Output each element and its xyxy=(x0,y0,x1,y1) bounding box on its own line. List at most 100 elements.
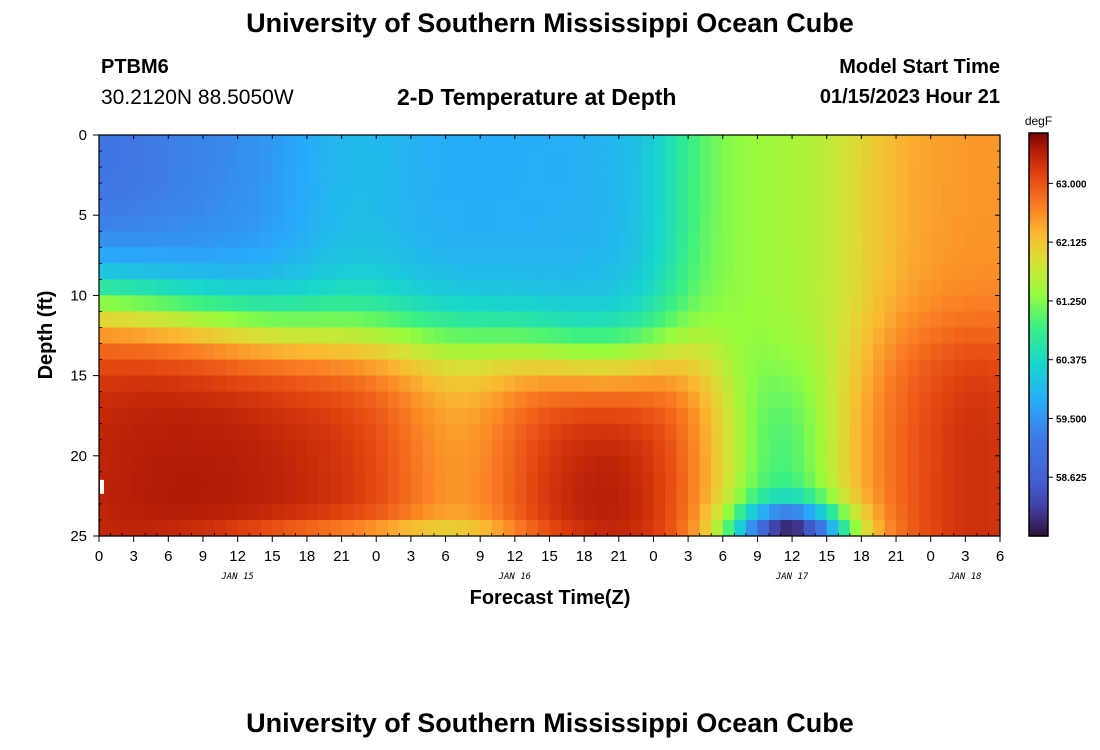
heatmap-cell xyxy=(849,247,862,264)
heatmap-cell xyxy=(306,439,320,457)
heatmap-cell xyxy=(792,519,805,537)
heatmap-cell xyxy=(387,215,400,232)
heatmap-cell xyxy=(122,439,135,457)
colorbar-segment xyxy=(1029,287,1048,292)
heatmap-cell xyxy=(618,327,631,345)
heatmap-cell xyxy=(618,471,631,489)
heatmap-cell xyxy=(803,183,816,200)
heatmap-cell xyxy=(537,471,551,489)
heatmap-cell xyxy=(584,295,597,313)
heatmap-cell xyxy=(330,359,343,377)
heatmap-cell xyxy=(838,167,851,184)
heatmap-cell xyxy=(537,359,551,377)
heatmap-cell xyxy=(399,327,412,345)
heatmap-cell xyxy=(480,183,493,200)
heatmap-cell xyxy=(168,375,181,393)
heatmap-cell xyxy=(272,439,285,457)
heatmap-cell xyxy=(792,135,805,152)
heatmap-cell xyxy=(815,151,828,168)
heatmap-cell xyxy=(849,231,862,248)
heatmap-cell xyxy=(919,183,932,200)
heatmap-cell xyxy=(318,375,331,393)
heatmap-cell xyxy=(318,295,331,313)
heatmap-cell xyxy=(976,359,990,377)
heatmap-cell xyxy=(595,167,608,184)
heatmap-cell xyxy=(607,359,620,377)
heatmap-cell xyxy=(433,327,447,345)
heatmap-cell xyxy=(792,359,805,377)
heatmap-cell xyxy=(896,231,909,248)
heatmap-cell xyxy=(976,215,990,232)
heatmap-cell xyxy=(202,247,216,264)
heatmap-cell xyxy=(202,519,216,537)
colorbar-segment xyxy=(1029,136,1048,141)
heatmap-cell xyxy=(110,359,123,377)
x-tick-label: 9 xyxy=(199,548,207,565)
colorbar-segment xyxy=(1029,532,1048,537)
heatmap-cell xyxy=(884,135,897,152)
heatmap-cell xyxy=(826,455,839,473)
colorbar-segment xyxy=(1029,220,1048,225)
heatmap-cell xyxy=(699,279,712,296)
heatmap-cell xyxy=(156,215,169,232)
heatmap-cell xyxy=(491,423,504,441)
colorbar-segment xyxy=(1029,351,1048,356)
heatmap-cell xyxy=(988,503,1001,521)
heatmap-cell xyxy=(179,391,193,409)
heatmap-cell xyxy=(168,327,181,345)
heatmap-cell xyxy=(572,151,585,168)
heatmap-cell xyxy=(491,439,504,457)
heatmap-cell xyxy=(168,231,181,248)
heatmap-cell xyxy=(757,135,770,152)
colorbar-segment xyxy=(1029,304,1048,309)
heatmap-cell xyxy=(768,455,782,473)
heatmap-cell xyxy=(387,391,400,409)
heatmap-cell xyxy=(688,455,701,473)
heatmap-cell xyxy=(722,199,735,216)
heatmap-cell xyxy=(930,215,943,232)
heatmap-cell xyxy=(433,343,447,361)
heatmap-cell xyxy=(584,247,597,264)
heatmap-cell xyxy=(179,375,193,393)
heatmap-cell xyxy=(122,375,135,393)
heatmap-cell xyxy=(133,423,146,441)
heatmap-cell xyxy=(653,295,666,313)
heatmap-cell xyxy=(699,375,712,393)
heatmap-cell xyxy=(618,231,631,248)
colorbar-segment xyxy=(1029,153,1048,158)
heatmap-cell xyxy=(214,263,227,280)
heatmap-cell xyxy=(976,167,990,184)
heatmap-cell xyxy=(722,231,735,248)
heatmap-cell xyxy=(133,519,146,537)
heatmap-cell xyxy=(665,183,678,200)
heatmap-cell xyxy=(353,391,366,409)
heatmap-cell xyxy=(433,503,447,521)
heatmap-cell xyxy=(376,263,389,280)
heatmap-cell xyxy=(468,423,481,441)
heatmap-cell xyxy=(110,407,123,425)
heatmap-cell xyxy=(237,247,250,264)
heatmap-cell xyxy=(561,423,574,441)
heatmap-cell xyxy=(480,295,493,313)
heatmap-cell xyxy=(537,423,551,441)
heatmap-cell xyxy=(214,471,227,489)
heatmap-cell xyxy=(433,311,447,329)
heatmap-cell xyxy=(699,167,712,184)
heatmap-cell xyxy=(503,455,516,473)
heatmap-cell xyxy=(861,231,874,248)
heatmap-cell xyxy=(630,471,643,489)
heatmap-cell xyxy=(503,423,516,441)
heatmap-cell xyxy=(330,391,343,409)
heatmap-cell xyxy=(792,391,805,409)
heatmap-cell xyxy=(630,263,643,280)
heatmap-cell xyxy=(110,455,123,473)
heatmap-cell xyxy=(226,503,239,521)
heatmap-cell xyxy=(179,343,193,361)
heatmap-cell xyxy=(260,471,273,489)
heatmap-cell xyxy=(306,327,320,345)
heatmap-cell xyxy=(745,423,759,441)
heatmap-cell xyxy=(537,263,551,280)
heatmap-cell xyxy=(214,391,227,409)
heatmap-cell xyxy=(745,407,759,425)
heatmap-cell xyxy=(133,375,146,393)
